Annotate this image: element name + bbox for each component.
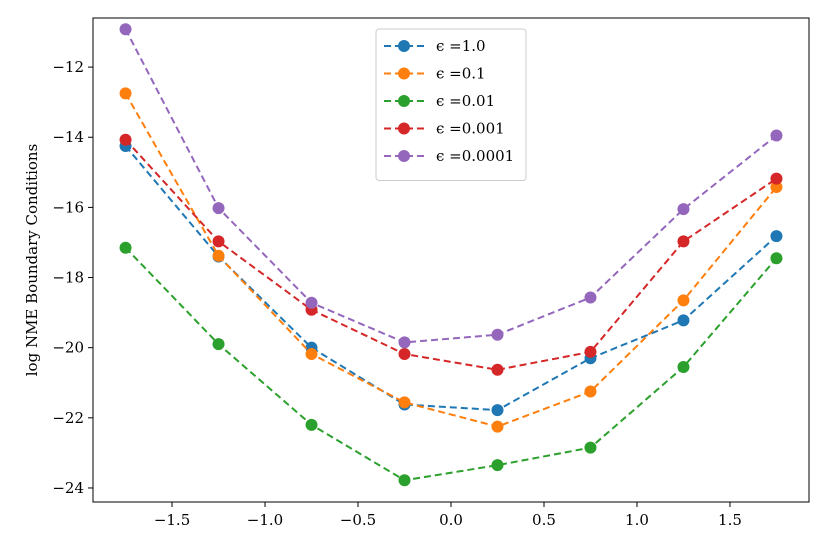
series-2 <box>119 241 783 487</box>
data-point <box>491 404 504 417</box>
legend-entry: ϵ =0.1 <box>384 65 486 83</box>
legend-marker <box>398 67 410 80</box>
data-point <box>119 241 132 254</box>
x-tick-label: 0.0 <box>439 511 463 529</box>
legend-marker <box>398 40 410 52</box>
series-1 <box>119 87 783 433</box>
series-line <box>124 247 778 482</box>
data-point <box>770 129 783 142</box>
series-0 <box>119 140 783 417</box>
y-axis-label: log NME Boundary Conditions <box>23 144 41 377</box>
x-tick-label: 1.5 <box>718 511 742 529</box>
data-point <box>305 296 318 309</box>
legend-label: ϵ =1.0 <box>436 37 486 55</box>
y-tick-label: −12 <box>52 58 84 76</box>
legend-marker <box>398 95 410 107</box>
data-point <box>584 345 597 358</box>
y-tick-label: −22 <box>52 409 84 427</box>
legend-box <box>375 28 527 181</box>
legend-label: ϵ =0.01 <box>436 92 495 110</box>
y-tick-label: −20 <box>52 339 84 357</box>
data-point <box>770 230 783 243</box>
data-point <box>305 418 318 431</box>
data-point <box>770 181 783 194</box>
y-tick-label: −14 <box>52 128 84 146</box>
data-point <box>398 336 411 349</box>
data-point <box>491 420 504 433</box>
x-tick-label: 1.0 <box>625 511 649 529</box>
data-point <box>212 338 225 351</box>
data-point <box>398 347 411 360</box>
data-point <box>212 249 225 262</box>
data-point <box>491 459 504 472</box>
legend-entry: ϵ =0.0001 <box>384 147 514 165</box>
data-point <box>212 202 225 215</box>
x-tick-label: −1.0 <box>247 511 283 529</box>
plot-frame <box>92 17 810 503</box>
data-point <box>119 133 132 146</box>
series-line <box>124 92 778 428</box>
data-point <box>212 235 225 248</box>
legend-entry: ϵ =0.01 <box>384 92 495 110</box>
x-tick-label: −0.5 <box>340 511 376 529</box>
series-4 <box>119 23 783 349</box>
y-axis-ticks: −24 −22 −20 −18 −16 −14 −12 <box>52 58 93 497</box>
y-tick-label: −16 <box>52 198 84 216</box>
x-tick-label: −1.5 <box>154 511 190 529</box>
legend-label: ϵ =0.001 <box>436 120 505 138</box>
data-point <box>770 172 783 185</box>
y-tick-label: −18 <box>52 269 84 287</box>
y-tick-label: −24 <box>52 479 84 497</box>
data-point <box>119 23 132 36</box>
data-point <box>677 294 690 307</box>
data-point <box>398 474 411 487</box>
legend-label: ϵ =0.0001 <box>436 147 514 165</box>
legend-entry: ϵ =1.0 <box>384 37 486 55</box>
data-point <box>491 328 504 341</box>
data-point <box>584 385 597 398</box>
data-point <box>770 252 783 265</box>
x-axis-ticks: −1.5 −1.0 −0.5 0.0 0.5 1.0 1.5 <box>154 502 742 529</box>
legend-marker <box>398 122 410 135</box>
series-lines <box>119 23 783 487</box>
data-point <box>677 314 690 327</box>
series-line <box>124 28 778 344</box>
x-tick-label: 0.5 <box>532 511 556 529</box>
data-point <box>491 363 504 376</box>
legend-marker <box>398 150 410 162</box>
data-point <box>584 291 597 304</box>
data-point <box>305 347 318 360</box>
legend: ϵ =1.0 ϵ =0.1 ϵ =0.01 ϵ =0.001 ϵ =0.0001 <box>375 28 527 181</box>
legend-label: ϵ =0.1 <box>436 65 486 83</box>
data-point <box>677 360 690 373</box>
data-point <box>398 396 411 409</box>
legend-entry: ϵ =0.001 <box>384 120 505 138</box>
data-point <box>677 203 690 216</box>
data-point <box>677 235 690 248</box>
series-line <box>124 139 778 371</box>
data-point <box>584 441 597 454</box>
data-point <box>119 87 132 100</box>
